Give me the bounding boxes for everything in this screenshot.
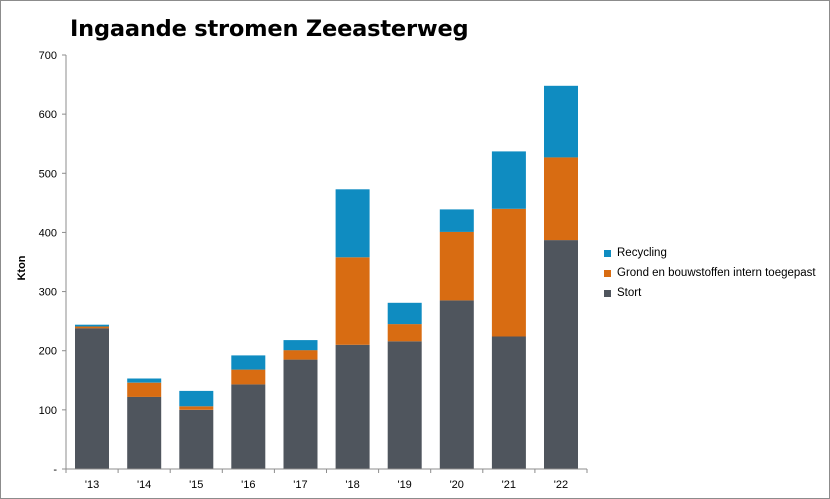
bar-segment bbox=[231, 369, 266, 385]
bar-segment bbox=[283, 350, 318, 360]
bar-segment bbox=[439, 231, 474, 301]
x-tick-label: '14 bbox=[137, 479, 151, 491]
legend-swatch bbox=[604, 289, 611, 297]
bar-segment bbox=[231, 355, 266, 370]
legend-item: Grond en bouwstoffen intern toegepast bbox=[604, 263, 816, 283]
bar-segment bbox=[387, 341, 422, 469]
bar-segment bbox=[544, 157, 578, 241]
x-tick-label: '13 bbox=[85, 479, 99, 491]
chart-title: Ingaande stromen Zeeasterweg bbox=[70, 16, 469, 42]
y-tick-label: 400 bbox=[39, 227, 57, 239]
legend-swatch bbox=[604, 269, 611, 277]
x-tick-label: '19 bbox=[397, 479, 411, 491]
bar-segment bbox=[491, 151, 526, 209]
bar-segment bbox=[387, 302, 422, 325]
bar-segment bbox=[335, 344, 370, 469]
y-tick-label: 100 bbox=[39, 405, 57, 417]
bar-segment bbox=[75, 328, 109, 469]
x-tick-label: '20 bbox=[450, 479, 464, 491]
bar-segment bbox=[283, 340, 318, 351]
bar-segment bbox=[491, 208, 526, 337]
bar-segment bbox=[387, 324, 422, 342]
legend-item: Recycling bbox=[604, 243, 816, 263]
y-tick-label: 200 bbox=[39, 346, 57, 358]
x-tick-label: '18 bbox=[345, 479, 359, 491]
x-tick-label: '21 bbox=[502, 479, 516, 491]
legend-swatch bbox=[604, 249, 611, 257]
x-tick-label: '16 bbox=[241, 479, 255, 491]
x-tick-label: '22 bbox=[554, 479, 568, 491]
bar-segment bbox=[544, 85, 578, 158]
bar-segment bbox=[179, 409, 214, 469]
bar-segment bbox=[75, 324, 109, 327]
bar-segment bbox=[75, 326, 109, 329]
legend-label: Grond en bouwstoffen intern toegepast bbox=[617, 267, 816, 279]
y-tick-label: 300 bbox=[39, 287, 57, 299]
x-tick-label: '15 bbox=[189, 479, 203, 491]
bar-segment bbox=[127, 382, 162, 397]
bar-segment bbox=[439, 209, 474, 232]
y-tick-label: 500 bbox=[39, 168, 57, 180]
x-tick-label: '17 bbox=[293, 479, 307, 491]
legend-item: Stort bbox=[604, 283, 816, 303]
legend-label: Stort bbox=[617, 287, 642, 299]
bar-segment bbox=[127, 396, 162, 469]
bar-segment bbox=[491, 336, 526, 469]
bar-segment bbox=[439, 300, 474, 469]
bar-segment bbox=[335, 257, 370, 345]
bar-segment bbox=[231, 384, 266, 469]
y-tick-label: - bbox=[53, 464, 57, 476]
chart-legend: Recycling Grond en bouwstoffen intern toe… bbox=[604, 243, 816, 303]
bar-segment bbox=[335, 189, 370, 258]
bar-segment bbox=[283, 359, 318, 469]
bar-segment bbox=[127, 378, 162, 383]
bar-segment bbox=[544, 240, 578, 469]
bar-segment bbox=[179, 390, 214, 407]
bar-segment bbox=[179, 406, 214, 410]
y-tick-label: 600 bbox=[39, 109, 57, 121]
legend-label: Recycling bbox=[617, 247, 667, 259]
y-tick-label: 700 bbox=[39, 50, 57, 62]
